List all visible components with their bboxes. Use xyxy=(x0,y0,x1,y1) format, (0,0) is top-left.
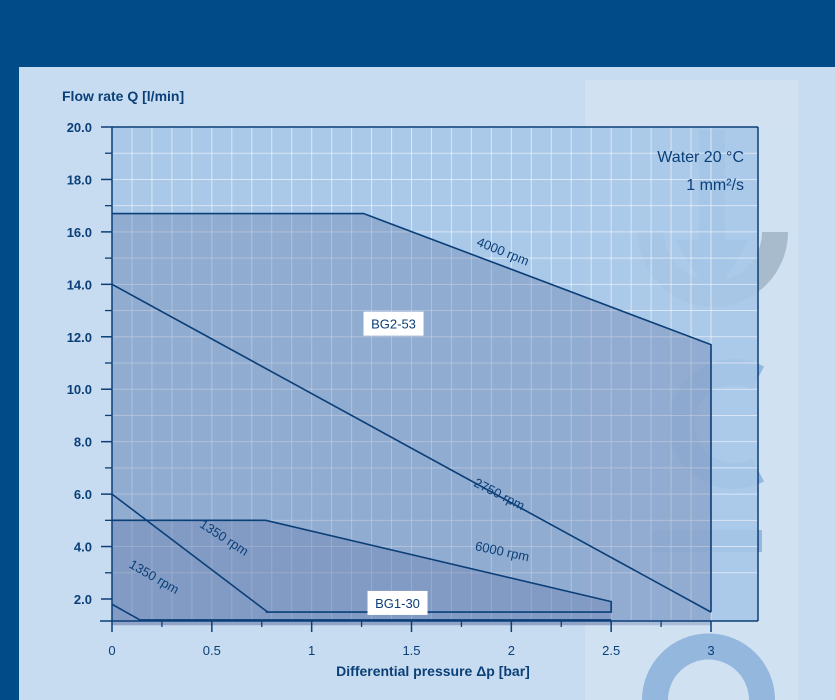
x-tick-label: 2 xyxy=(508,643,515,658)
x-tick-label: 1 xyxy=(308,643,315,658)
x-tick-label: 2.5 xyxy=(602,643,620,658)
series-line-1 xyxy=(111,283,712,613)
y-tick-label: 2.0 xyxy=(74,592,92,607)
region-label-box xyxy=(363,311,424,336)
plot-area xyxy=(112,127,758,621)
region-label: BG1-30 xyxy=(375,596,420,611)
series-lines xyxy=(111,212,712,621)
annotation-viscosity: 1 mm²/s xyxy=(686,177,744,194)
y-tick-label: 8.0 xyxy=(74,435,92,450)
region-label: BG2-53 xyxy=(371,317,416,332)
y-tick-label: 16.0 xyxy=(67,225,92,240)
region-bg2-53 xyxy=(112,213,711,626)
y-tick-label: 10.0 xyxy=(67,382,92,397)
series-line-3 xyxy=(111,493,269,613)
x-tick-label: 1.5 xyxy=(402,643,420,658)
annotation-fluid: Water 20 °C xyxy=(657,149,744,166)
y-tick-label: 18.0 xyxy=(67,172,92,187)
ticks: 2.0 4.0 6.0 8.0 10.0 12.0 14.0 16.0 18.0 20.0 0 0.5… xyxy=(67,120,715,658)
x-axis-title: Differential pressure Δp [bar] xyxy=(336,663,530,679)
y-tick-label: 6.0 xyxy=(74,487,92,502)
grid xyxy=(112,126,758,621)
region-bg1-30 xyxy=(112,520,612,626)
y-axis-title: Flow rate Q [l/min] xyxy=(62,88,184,104)
axes xyxy=(100,126,759,622)
x-tick-label: 3 xyxy=(707,643,714,658)
series-line-2 xyxy=(112,519,612,613)
x-tick-label: 0 xyxy=(108,643,115,658)
series-line-4 xyxy=(111,603,612,621)
watermark-letter-o xyxy=(642,633,775,700)
regions xyxy=(112,213,711,626)
y-tick-label: 14.0 xyxy=(67,277,92,292)
y-tick-label: 12.0 xyxy=(67,330,92,345)
y-tick-label: 4.0 xyxy=(74,540,92,555)
x-tick-label: 0.5 xyxy=(203,643,221,658)
y-tick-label: 20.0 xyxy=(67,120,92,135)
region-label-box xyxy=(367,590,428,615)
series-line-0 xyxy=(112,212,712,613)
